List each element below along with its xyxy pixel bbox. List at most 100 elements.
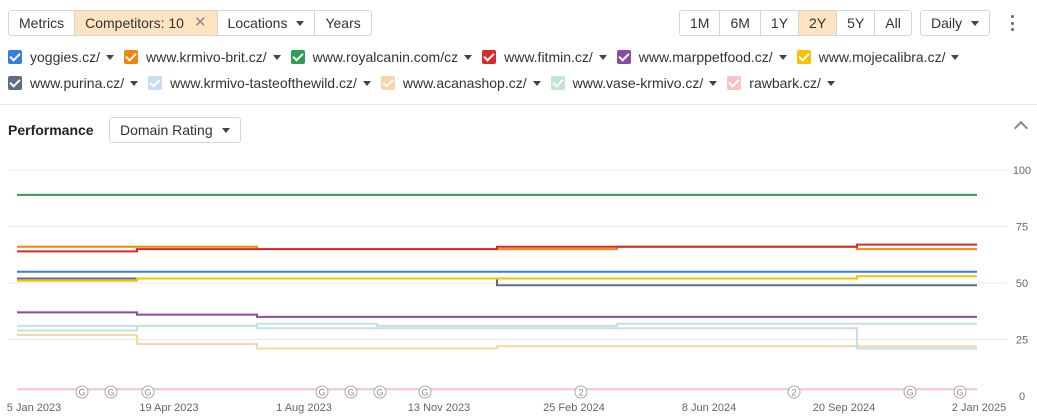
metrics-button[interactable]: Metrics — [9, 11, 76, 35]
annotation-label: G — [956, 388, 963, 398]
x-tick-label: 8 Jun 2024 — [682, 402, 736, 414]
chevron-down-icon[interactable] — [951, 54, 960, 60]
competitors-label: Competitors: 10 — [85, 15, 184, 31]
chevron-down-icon[interactable] — [709, 80, 718, 86]
legend-item[interactable]: rawbark.cz/ — [727, 75, 835, 91]
x-tick-label: 1 Aug 2023 — [276, 402, 332, 414]
y-tick-label: 0 — [1019, 391, 1025, 403]
series-line[interactable] — [17, 334, 977, 350]
interval-dropdown[interactable]: Daily — [920, 10, 991, 36]
annotation-marker[interactable] — [315, 385, 329, 399]
toolbar: Metrics Competitors: 10 ✕ Locations Year… — [8, 10, 372, 37]
checkbox-icon[interactable] — [550, 76, 565, 90]
legend-item[interactable]: www.mojecalibra.cz/ — [796, 49, 960, 65]
interval-label: Daily — [931, 15, 963, 31]
legend-item[interactable]: www.krmivo-brit.cz/ — [124, 49, 281, 65]
annotation-marker[interactable] — [953, 385, 967, 399]
checkbox-icon[interactable] — [8, 50, 22, 64]
annotation-label: G — [107, 388, 114, 398]
annotation-marker[interactable] — [373, 385, 387, 399]
legend-item[interactable]: www.purina.cz/ — [8, 75, 139, 91]
annotation-marker[interactable] — [75, 385, 89, 399]
series-line[interactable] — [17, 277, 977, 287]
y-tick-label: 75 — [1016, 222, 1028, 234]
chevron-down-icon[interactable] — [362, 80, 371, 86]
chevron-down-icon[interactable] — [272, 54, 281, 60]
legend-label: www.marppetfood.cz/ — [638, 49, 773, 65]
checkbox-icon[interactable] — [124, 50, 139, 64]
chevron-down-icon — [296, 20, 305, 26]
checkbox-icon[interactable] — [796, 50, 811, 64]
annotation-marker[interactable] — [787, 385, 801, 399]
series-line[interactable] — [17, 322, 977, 332]
annotation-marker[interactable] — [574, 385, 588, 399]
chevron-down-icon[interactable] — [826, 80, 835, 86]
annotation-marker[interactable] — [418, 385, 432, 399]
range-label: 2Y — [809, 15, 827, 31]
y-tick-label: 100 — [1013, 165, 1031, 177]
series-line[interactable] — [17, 275, 977, 282]
checkbox-icon[interactable] — [148, 76, 163, 90]
chevron-down-icon[interactable] — [598, 54, 607, 60]
annotation-marker[interactable] — [344, 385, 358, 399]
competitors-button[interactable]: Competitors: 10 ✕ — [75, 11, 218, 35]
locations-dropdown[interactable]: Locations — [218, 11, 316, 35]
range-1m-button[interactable]: 1M — [680, 11, 721, 35]
legend-item[interactable]: www.fitmin.cz/ — [482, 49, 607, 65]
chevron-down-icon[interactable] — [130, 80, 139, 86]
annotation-label: G — [78, 388, 85, 398]
metric-dropdown[interactable]: Domain Rating — [109, 117, 241, 143]
range-1y-button[interactable]: 1Y — [761, 11, 800, 35]
range-selector: 1M 6M 1Y 2Y 5Y All — [679, 10, 912, 36]
annotation-label: G — [906, 388, 913, 398]
legend-item[interactable]: www.acanashop.cz/ — [380, 75, 541, 91]
chevron-up-icon[interactable] — [1013, 120, 1029, 136]
annotation-marker[interactable] — [104, 385, 118, 399]
annotation-label: G — [376, 388, 383, 398]
x-tick-label: 5 Jan 2023 — [7, 402, 61, 414]
legend-label: www.fitmin.cz/ — [504, 49, 593, 65]
legend-label: www.krmivo-brit.cz/ — [146, 49, 267, 65]
chevron-down-icon[interactable] — [532, 80, 541, 86]
range-label: 6M — [730, 15, 750, 31]
annotation-label: 2 — [791, 388, 796, 398]
series-line[interactable] — [17, 311, 977, 318]
annotation-label: G — [144, 388, 151, 398]
legend-item[interactable]: www.marppetfood.cz/ — [616, 49, 787, 65]
range-6m-button[interactable]: 6M — [720, 11, 761, 35]
chevron-down-icon[interactable] — [106, 54, 115, 60]
chevron-down-icon[interactable] — [464, 54, 473, 60]
checkbox-icon[interactable] — [727, 76, 742, 90]
more-options-icon[interactable] — [1008, 13, 1016, 33]
filter-group: Metrics Competitors: 10 ✕ Locations Year… — [8, 10, 372, 36]
years-button[interactable]: Years — [315, 11, 370, 35]
legend-item[interactable]: www.krmivo-tasteofthewild.cz/ — [148, 75, 371, 91]
range-group: 1M 6M 1Y 2Y 5Y All — [679, 10, 912, 36]
range-2y-button[interactable]: 2Y — [799, 11, 838, 35]
close-icon[interactable]: ✕ — [193, 14, 207, 31]
checkbox-icon[interactable] — [8, 76, 22, 90]
checkbox-icon[interactable] — [616, 50, 631, 64]
checkbox-icon[interactable] — [380, 76, 395, 90]
x-tick-label: 13 Nov 2023 — [408, 402, 470, 414]
metric-label: Domain Rating — [120, 122, 213, 138]
legend-label: www.mojecalibra.cz/ — [818, 49, 946, 65]
annotation-marker[interactable] — [141, 385, 155, 399]
legend-label: www.krmivo-tasteofthewild.cz/ — [170, 75, 357, 91]
legend-label: www.purina.cz/ — [30, 75, 125, 91]
years-label: Years — [325, 15, 361, 31]
legend-item[interactable]: www.royalcanin.com/cz — [290, 49, 473, 65]
annotation-marker[interactable] — [903, 385, 917, 399]
section-divider — [0, 104, 1037, 105]
series-line[interactable] — [17, 324, 977, 350]
checkbox-icon[interactable] — [290, 50, 305, 64]
legend-item[interactable]: yoggies.cz/ — [8, 49, 115, 65]
range-all-button[interactable]: All — [875, 11, 911, 35]
annotation-label: G — [347, 388, 354, 398]
series-line[interactable] — [17, 243, 977, 253]
range-5y-button[interactable]: 5Y — [837, 11, 876, 35]
legend-label: www.acanashop.cz/ — [402, 75, 527, 91]
chevron-down-icon[interactable] — [778, 54, 787, 60]
checkbox-icon[interactable] — [482, 50, 497, 64]
legend-item[interactable]: www.vase-krmivo.cz/ — [550, 75, 718, 91]
